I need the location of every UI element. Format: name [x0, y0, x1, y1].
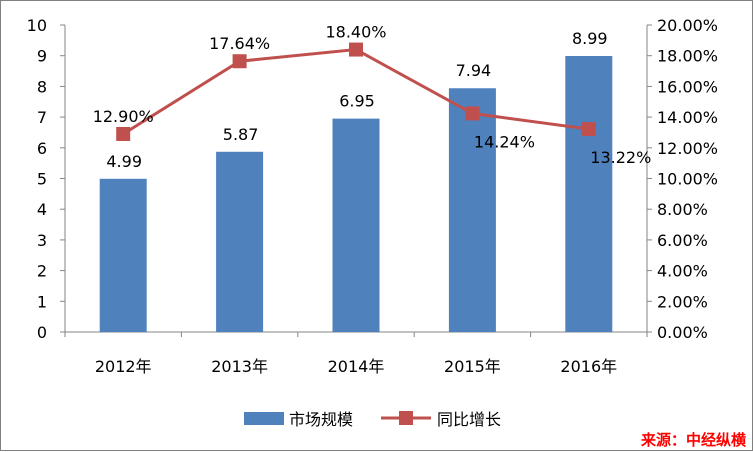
line-layer — [116, 42, 596, 141]
growth-data-label: 17.64% — [209, 34, 270, 53]
bar-market-size — [332, 118, 380, 332]
growth-data-label: 14.24% — [474, 132, 535, 151]
left-tick-label: 10 — [27, 16, 47, 35]
bar-market-size — [99, 178, 147, 332]
left-tick-label: 5 — [37, 170, 47, 189]
bar-data-label: 6.95 — [339, 92, 375, 111]
growth-marker — [116, 126, 131, 141]
bar-data-label: 4.99 — [106, 152, 142, 171]
source-note: 来源：中经纵横 — [640, 431, 747, 449]
right-tick-label: 10.00% — [657, 170, 718, 189]
right-tick-label: 12.00% — [657, 139, 718, 158]
left-tick-label: 8 — [37, 77, 47, 96]
right-tick-label: 2.00% — [657, 292, 708, 311]
bar-data-label: 8.99 — [572, 29, 608, 48]
legend-label-market-size: 市场规模 — [289, 410, 353, 429]
left-tick-label: 4 — [37, 200, 47, 219]
growth-data-label: 18.40% — [325, 23, 386, 42]
right-tick-label: 8.00% — [657, 200, 708, 219]
bar-market-size — [565, 56, 613, 333]
left-tick-label: 7 — [37, 108, 47, 127]
right-tick-label: 4.00% — [657, 262, 708, 281]
left-tick-label: 1 — [37, 292, 47, 311]
left-tick-label: 6 — [37, 139, 47, 158]
left-tick-label: 3 — [37, 231, 47, 250]
legend-swatch-market-size — [244, 412, 284, 425]
growth-data-label: 13.22% — [590, 148, 651, 167]
right-tick-label: 0.00% — [657, 323, 708, 342]
axes-layer: 0 1 2 3 4 5 6 7 8 9 10 0.00% 2.00% 4.00% 6.00% 8.00% 10.… — [27, 16, 718, 376]
legend-marker-growth — [399, 411, 413, 425]
bar-data-label: 7.94 — [456, 61, 492, 80]
x-tick-label: 2014年 — [328, 357, 385, 376]
right-tick-label: 6.00% — [657, 231, 708, 250]
right-tick-label: 20.00% — [657, 16, 718, 35]
left-tick-label: 0 — [37, 323, 47, 342]
labels-layer: 4.99 5.87 6.95 7.94 8.99 12.90% 17.64% 18.40% 14… — [93, 23, 652, 171]
left-tick-label: 9 — [37, 47, 47, 66]
left-tick-label: 2 — [37, 262, 47, 281]
right-tick-label: 14.00% — [657, 108, 718, 127]
right-tick-label: 18.00% — [657, 47, 718, 66]
bar-market-size — [448, 88, 496, 332]
growth-marker — [465, 106, 480, 121]
bars-layer — [99, 56, 613, 333]
x-tick-label: 2012年 — [95, 357, 152, 376]
growth-marker — [349, 42, 363, 57]
growth-marker — [232, 54, 247, 69]
legend: 市场规模 同比增长 — [244, 410, 501, 429]
growth-data-label: 12.90% — [93, 107, 154, 126]
bar-market-size — [216, 151, 264, 332]
legend-label-growth: 同比增长 — [437, 410, 501, 429]
right-tick-label: 16.00% — [657, 77, 718, 96]
x-tick-label: 2016年 — [560, 357, 617, 376]
growth-marker — [581, 122, 596, 137]
x-tick-label: 2015年 — [444, 357, 501, 376]
x-tick-label: 2013年 — [211, 357, 268, 376]
bar-data-label: 5.87 — [223, 125, 259, 144]
